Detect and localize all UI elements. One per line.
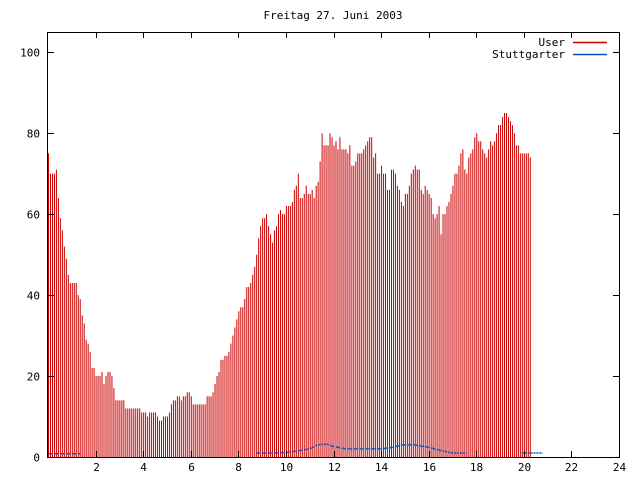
y-tick-label: 40 — [27, 290, 40, 303]
chart-title: Freitag 27. Juni 2003 — [263, 9, 402, 22]
plot-frame — [47, 32, 620, 458]
stuttgarter-line — [48, 443, 543, 455]
legend-label: Stuttgarter — [492, 48, 565, 61]
y-tick-label: 100 — [20, 47, 40, 60]
x-tick-label: 18 — [470, 461, 483, 474]
stuttgarter-line-segment — [256, 443, 467, 454]
x-tick-label: 16 — [423, 461, 436, 474]
x-tick-label: 4 — [140, 461, 147, 474]
y-tick-label: 80 — [27, 128, 40, 141]
legend-label: User — [539, 36, 566, 49]
y-tick-label: 60 — [27, 209, 40, 222]
x-tick-label: 10 — [280, 461, 293, 474]
x-tick-label: 24 — [613, 461, 627, 474]
x-tick-label: 22 — [565, 461, 578, 474]
x-axis: 2 4 6 8 10 12 14 16 18 20 22 24 — [93, 32, 626, 474]
x-tick-label: 12 — [328, 461, 341, 474]
x-tick-label: 20 — [518, 461, 531, 474]
y-tick-label: 20 — [27, 371, 40, 384]
user-bars — [48, 112, 531, 457]
x-tick-label: 8 — [235, 461, 242, 474]
x-tick-label: 2 — [93, 461, 100, 474]
x-tick-label: 14 — [375, 461, 389, 474]
y-tick-label: 0 — [33, 452, 40, 465]
y-axis: 0 20 40 60 80 100 — [20, 47, 619, 465]
x-tick-label: 6 — [188, 461, 195, 474]
